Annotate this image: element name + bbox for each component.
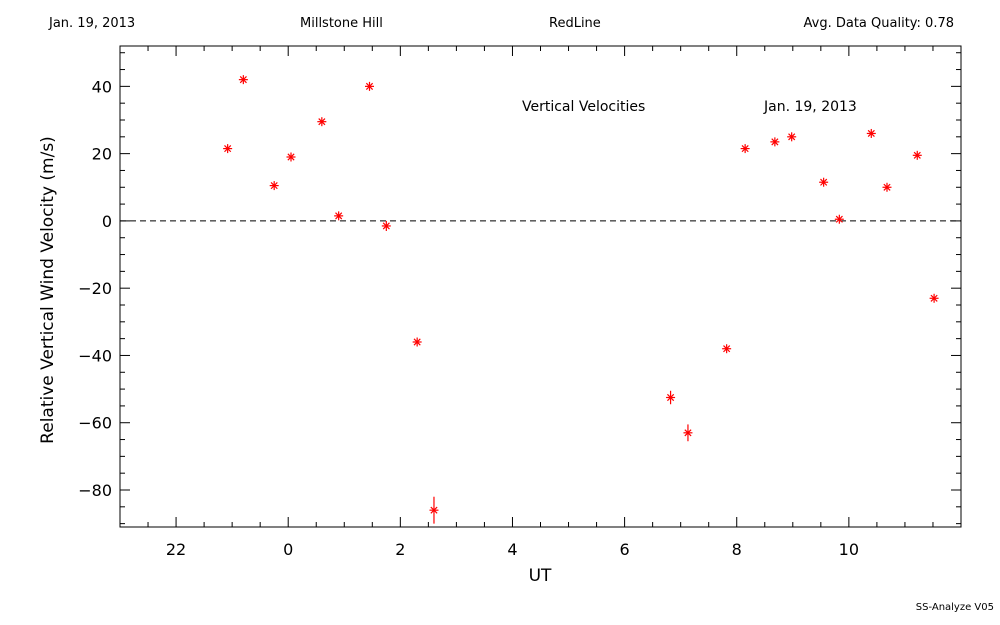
- header-date: Jan. 19, 2013: [49, 16, 136, 31]
- data-point: [683, 424, 693, 442]
- software-version: SS-Analyze V05: [915, 602, 994, 613]
- data-point: [381, 220, 391, 231]
- data-point: [834, 214, 844, 224]
- data-point: [929, 293, 939, 303]
- data-point: [770, 137, 780, 147]
- data-point: [269, 181, 279, 191]
- x-tick-label: 10: [839, 540, 859, 559]
- plot-frame: [119, 45, 962, 528]
- tick-labels: 22 0 2 4 6 8 10 −80 −60 −40 −20 0 20 40: [78, 77, 859, 559]
- y-axis-label: Relative Vertical Wind Velocity (m/s): [38, 136, 58, 444]
- data-point: [912, 150, 922, 160]
- y-tick-label: −20: [78, 279, 112, 298]
- x-tick-label: 0: [283, 540, 293, 559]
- data-point: [819, 177, 829, 187]
- chart-title: Vertical Velocities: [522, 99, 645, 115]
- data-point: [722, 344, 732, 354]
- data-point: [740, 144, 750, 154]
- data-point: [429, 496, 439, 524]
- data-point: [882, 182, 892, 192]
- chart-subtitle: Jan. 19, 2013: [763, 99, 857, 115]
- data-point: [286, 152, 296, 162]
- data-point: [334, 211, 344, 221]
- y-tick-label: 0: [102, 212, 112, 231]
- data-points: [223, 75, 939, 524]
- axis-ticks: [119, 46, 962, 527]
- y-tick-label: 40: [92, 77, 112, 96]
- data-point: [787, 132, 797, 142]
- data-point: [866, 128, 876, 138]
- x-tick-label: 22: [166, 540, 186, 559]
- x-tick-label: 2: [395, 540, 405, 559]
- x-tick-label: 8: [732, 540, 742, 559]
- data-point: [412, 337, 422, 347]
- y-tick-label: −80: [78, 481, 112, 500]
- y-tick-label: 20: [92, 145, 112, 164]
- x-axis-label: UT: [529, 566, 552, 586]
- header-site: Millstone Hill: [300, 16, 383, 31]
- x-tick-label: 4: [507, 540, 517, 559]
- data-point: [223, 144, 233, 154]
- y-tick-label: −40: [78, 346, 112, 365]
- data-point: [666, 390, 676, 405]
- data-point: [317, 117, 327, 127]
- data-point: [238, 75, 248, 85]
- header-instrument: RedLine: [549, 16, 601, 31]
- x-tick-label: 6: [620, 540, 630, 559]
- data-point: [364, 81, 374, 91]
- header-data-quality: Avg. Data Quality: 0.78: [803, 16, 954, 31]
- y-tick-label: −60: [78, 414, 112, 433]
